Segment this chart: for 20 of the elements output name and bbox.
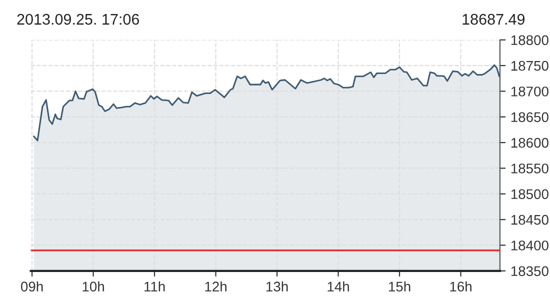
y-tick-label: 18350	[511, 266, 548, 276]
y-tick-label: 18450	[511, 214, 548, 225]
x-tick-label: 14h	[328, 281, 349, 292]
x-tick-label: 11h	[144, 281, 165, 292]
y-tick-label: 18650	[511, 112, 548, 122]
y-tick-label: 18800	[511, 35, 548, 46]
x-tick-label: 12h	[205, 281, 226, 292]
y-tick-label: 18500	[511, 189, 548, 200]
y-tick-label: 18600	[511, 138, 548, 148]
y-tick-label: 18550	[511, 164, 548, 174]
x-tick-label: 16h	[450, 281, 472, 292]
y-tick-label: 18700	[511, 86, 548, 96]
chart-title: 2013.09.25. 17:06	[17, 14, 140, 25]
x-tick-label: 13h	[266, 281, 288, 292]
y-tick-label: 18400	[511, 240, 548, 250]
chart-subtitle: 18687.49	[462, 14, 525, 25]
x-tick-label: 10h	[82, 281, 104, 292]
y-tick-label: 18750	[511, 60, 548, 71]
x-tick-label: 15h	[388, 281, 410, 292]
x-tick-label: 09h	[20, 281, 43, 292]
